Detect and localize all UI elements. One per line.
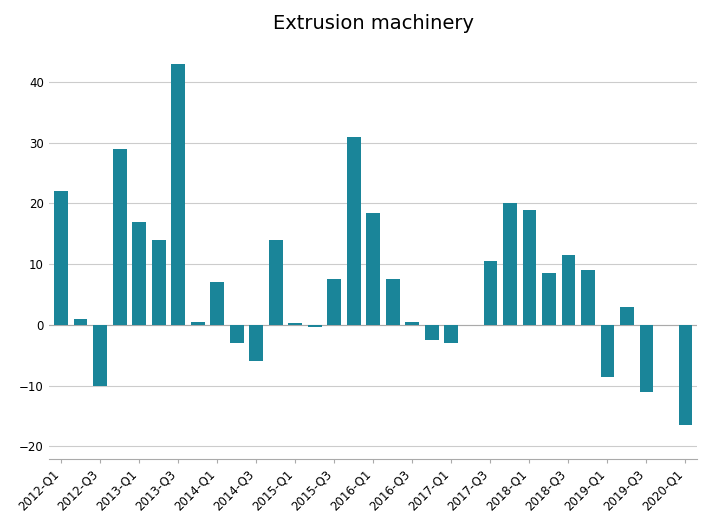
Bar <box>289 323 302 325</box>
Bar <box>678 325 693 425</box>
Bar <box>542 274 556 325</box>
Bar <box>425 325 439 340</box>
Bar <box>366 212 380 325</box>
Bar <box>503 203 517 325</box>
Bar <box>308 325 321 327</box>
Bar <box>444 325 458 343</box>
Bar <box>581 270 594 325</box>
Bar <box>405 322 419 325</box>
Bar <box>269 240 282 325</box>
Bar <box>483 261 497 325</box>
Bar <box>347 136 360 325</box>
Bar <box>640 325 653 392</box>
Bar <box>523 210 536 325</box>
Bar <box>74 319 87 325</box>
Bar <box>113 149 127 325</box>
Bar <box>230 325 244 343</box>
Bar <box>601 325 614 377</box>
Bar <box>210 282 224 325</box>
Bar <box>171 64 185 325</box>
Bar <box>620 307 634 325</box>
Bar <box>386 279 400 325</box>
Bar <box>132 222 146 325</box>
Title: Extrusion machinery: Extrusion machinery <box>273 14 474 33</box>
Bar <box>152 240 166 325</box>
Bar <box>250 325 263 362</box>
Bar <box>562 255 575 325</box>
Bar <box>328 279 341 325</box>
Bar <box>93 325 107 386</box>
Bar <box>191 322 205 325</box>
Bar <box>54 191 68 325</box>
